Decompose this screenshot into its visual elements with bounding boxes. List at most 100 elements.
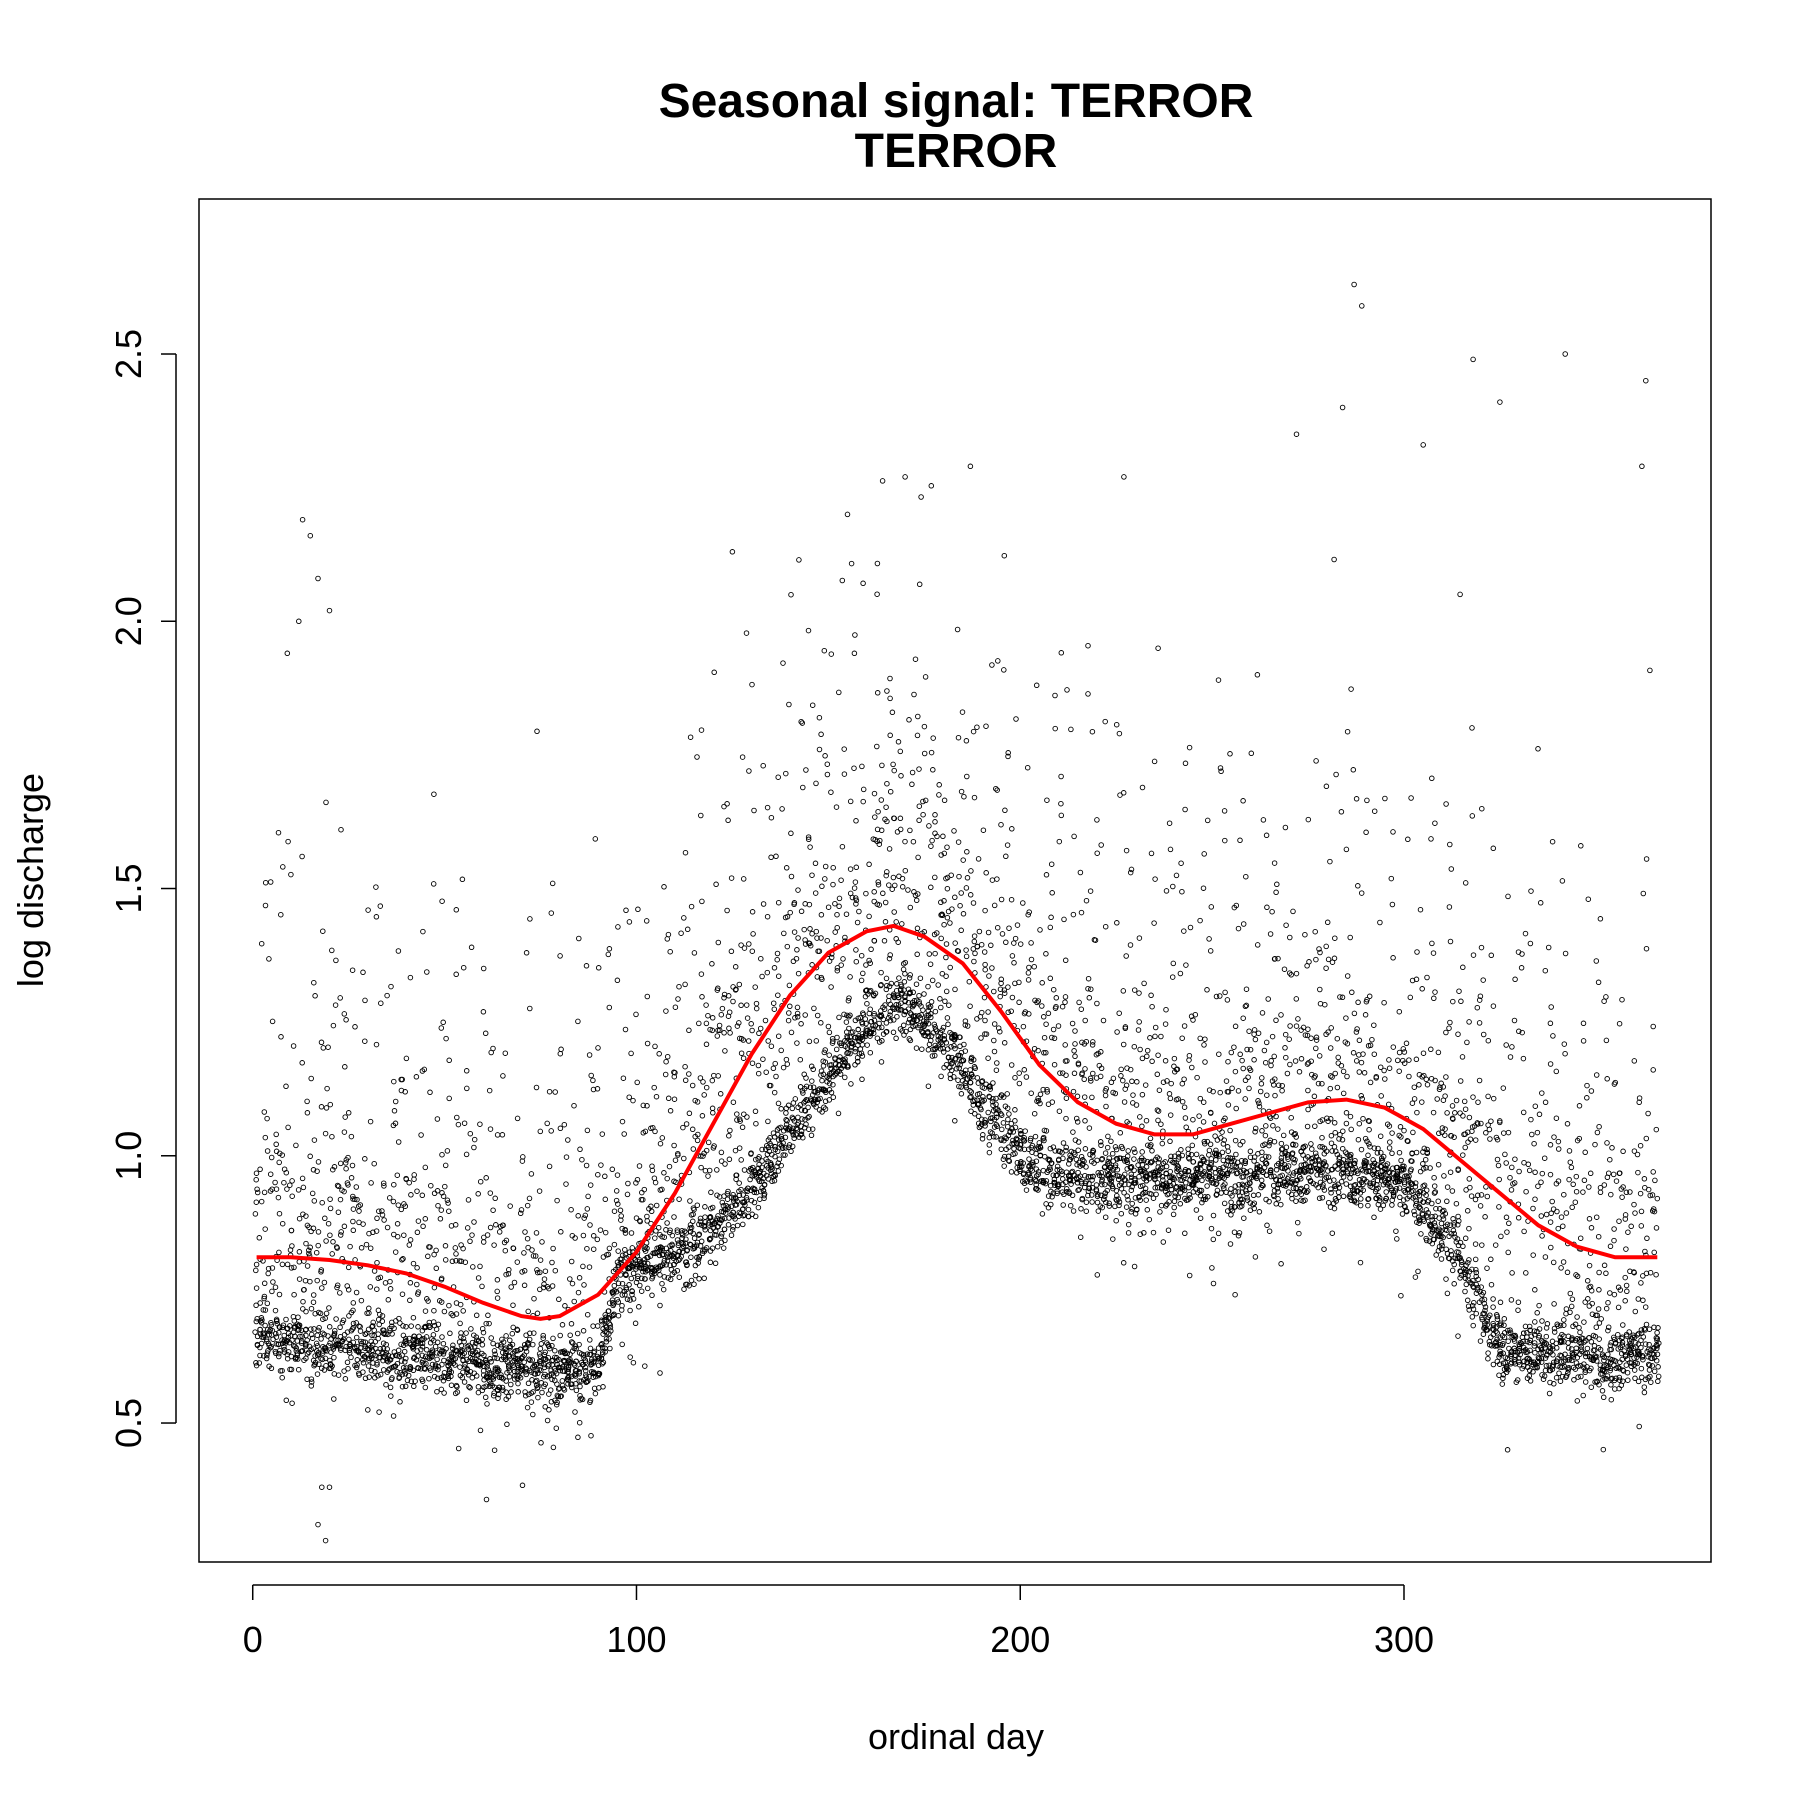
scatter-point: [957, 902, 963, 909]
scatter-point: [702, 1227, 708, 1233]
scatter-point: [400, 1365, 407, 1371]
scatter-point: [807, 844, 813, 850]
scatter-point: [1075, 1139, 1082, 1145]
scatter-point: [1182, 760, 1189, 767]
scatter-point: [1288, 1114, 1294, 1121]
scatter-point: [590, 1360, 597, 1366]
scatter-point: [825, 904, 832, 910]
scatter-point: [1185, 1168, 1192, 1174]
scatter-point: [583, 1162, 590, 1169]
scatter-point: [726, 1156, 733, 1163]
scatter-point: [938, 852, 944, 858]
scatter-point: [778, 1124, 784, 1131]
scatter-point: [475, 1275, 482, 1281]
scatter-point: [1241, 1215, 1247, 1221]
scatter-point: [330, 1346, 337, 1352]
scatter-point: [366, 1310, 372, 1316]
scatter-point: [463, 1068, 470, 1074]
scatter-point: [1260, 1169, 1266, 1176]
scatter-point: [928, 483, 935, 489]
scatter-point: [1222, 837, 1228, 844]
scatter-point: [963, 885, 970, 891]
scatter-point: [1263, 1153, 1269, 1160]
scatter-point: [503, 1378, 509, 1384]
scatter-point: [572, 1235, 578, 1241]
scatter-point: [909, 769, 916, 776]
scatter-point: [1207, 948, 1214, 954]
scatter-point: [715, 939, 722, 946]
scatter-point: [666, 1163, 673, 1170]
scatter-point: [1001, 990, 1008, 996]
scatter-point: [549, 1358, 555, 1364]
scatter-point: [993, 1114, 1000, 1121]
scatter-point: [584, 1378, 590, 1385]
scatter-point: [773, 853, 779, 860]
scatter-point: [321, 1279, 328, 1286]
scatter-point: [627, 1354, 633, 1360]
scatter-point: [346, 1343, 353, 1350]
scatter-point: [960, 857, 966, 863]
scatter-point: [939, 912, 946, 919]
scatter-point: [1023, 1074, 1030, 1080]
scatter-point: [1242, 1077, 1249, 1084]
scatter-point: [980, 1093, 986, 1100]
scatter-point: [510, 1245, 516, 1251]
scatter-point: [644, 1285, 651, 1292]
scatter-point: [718, 1011, 725, 1018]
scatter-point: [550, 1245, 556, 1252]
scatter-point: [314, 1352, 321, 1359]
scatter-point: [1219, 1174, 1225, 1181]
scatter-point: [411, 1383, 417, 1390]
scatter-point: [395, 1202, 402, 1208]
scatter-point: [1282, 1031, 1289, 1038]
scatter-point: [785, 1017, 792, 1024]
scatter-point: [683, 1236, 689, 1242]
scatter-point: [495, 1395, 501, 1401]
scatter-point: [257, 1352, 263, 1359]
scatter-point: [1035, 1095, 1041, 1102]
scatter-point: [434, 1188, 441, 1194]
scatter-point: [902, 959, 909, 966]
scatter-point: [974, 943, 981, 950]
scatter-point: [907, 904, 914, 911]
scatter-point: [753, 1000, 760, 1007]
scatter-point: [515, 1389, 521, 1395]
scatter-point: [816, 1086, 823, 1092]
scatter-point: [402, 1368, 408, 1374]
scatter-point: [830, 864, 836, 871]
scatter-point: [349, 1326, 356, 1332]
scatter-point: [1031, 963, 1037, 970]
scatter-point: [709, 1204, 716, 1211]
scatter-point: [813, 1038, 820, 1044]
scatter-point: [407, 974, 414, 981]
scatter-point: [871, 1017, 878, 1024]
scatter-point: [763, 1172, 770, 1179]
scatter-point: [460, 1369, 466, 1376]
scatter-point: [402, 1383, 409, 1390]
scatter-point: [576, 935, 582, 942]
scatter-point: [1262, 1059, 1269, 1066]
scatter-point: [981, 994, 988, 1001]
scatter-point: [1213, 1157, 1219, 1163]
scatter-point: [312, 993, 318, 999]
scatter-point: [335, 1372, 342, 1378]
scatter-point: [802, 1098, 808, 1105]
scatter-point: [546, 1407, 552, 1413]
scatter-point: [1086, 995, 1093, 1001]
scatter-point: [721, 1226, 728, 1233]
scatter-point: [997, 1028, 1003, 1035]
scatter-point: [717, 1091, 724, 1097]
scatter-point: [343, 1165, 349, 1172]
scatter-point: [335, 1183, 342, 1190]
scatter-point: [276, 1329, 282, 1336]
scatter-point: [1097, 1073, 1104, 1080]
scatter-point: [260, 1307, 267, 1313]
scatter-point: [725, 993, 732, 999]
scatter-point: [915, 854, 921, 861]
scatter-point: [962, 1018, 969, 1024]
scatter-point: [916, 992, 922, 999]
scatter-point: [473, 1312, 480, 1319]
scatter-point: [429, 1361, 436, 1368]
scatter-point: [335, 1209, 342, 1215]
scatter-point: [682, 1228, 688, 1235]
